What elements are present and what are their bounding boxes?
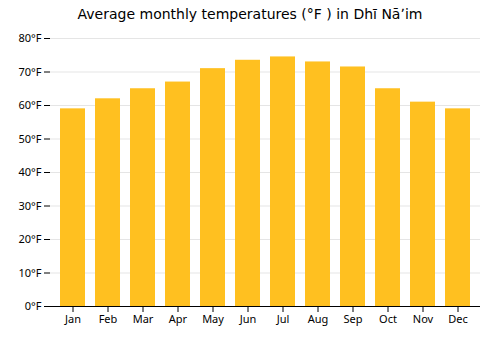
svg-text:0°F: 0°F bbox=[25, 298, 42, 313]
svg-text:10°F: 10°F bbox=[18, 265, 41, 280]
svg-text:Sep: Sep bbox=[343, 311, 362, 326]
svg-text:Mar: Mar bbox=[133, 311, 154, 326]
svg-text:Nov: Nov bbox=[413, 311, 434, 326]
svg-text:Jul: Jul bbox=[276, 311, 290, 326]
html-text:Average monthly temperatures (: Average monthly temperatures (°F ) in Dh… bbox=[77, 6, 423, 22]
svg-text:Apr: Apr bbox=[169, 311, 188, 326]
svg-text:Dec: Dec bbox=[448, 311, 468, 326]
svg-text:May: May bbox=[202, 311, 224, 326]
svg-text:Feb: Feb bbox=[99, 311, 118, 326]
svg-text:Oct: Oct bbox=[379, 311, 397, 326]
svg-text:70°F: 70°F bbox=[18, 64, 41, 79]
svg-text:Jun: Jun bbox=[239, 311, 257, 326]
svg-text:Aug: Aug bbox=[308, 311, 329, 326]
svg-text:20°F: 20°F bbox=[18, 231, 41, 246]
svg-text:60°F: 60°F bbox=[18, 97, 41, 112]
svg-text:80°F: 80°F bbox=[18, 30, 41, 45]
svg-text:Jan: Jan bbox=[64, 311, 81, 326]
svg-text:30°F: 30°F bbox=[18, 198, 41, 213]
svg-text:50°F: 50°F bbox=[18, 131, 41, 146]
svg-text:40°F: 40°F bbox=[18, 164, 41, 179]
